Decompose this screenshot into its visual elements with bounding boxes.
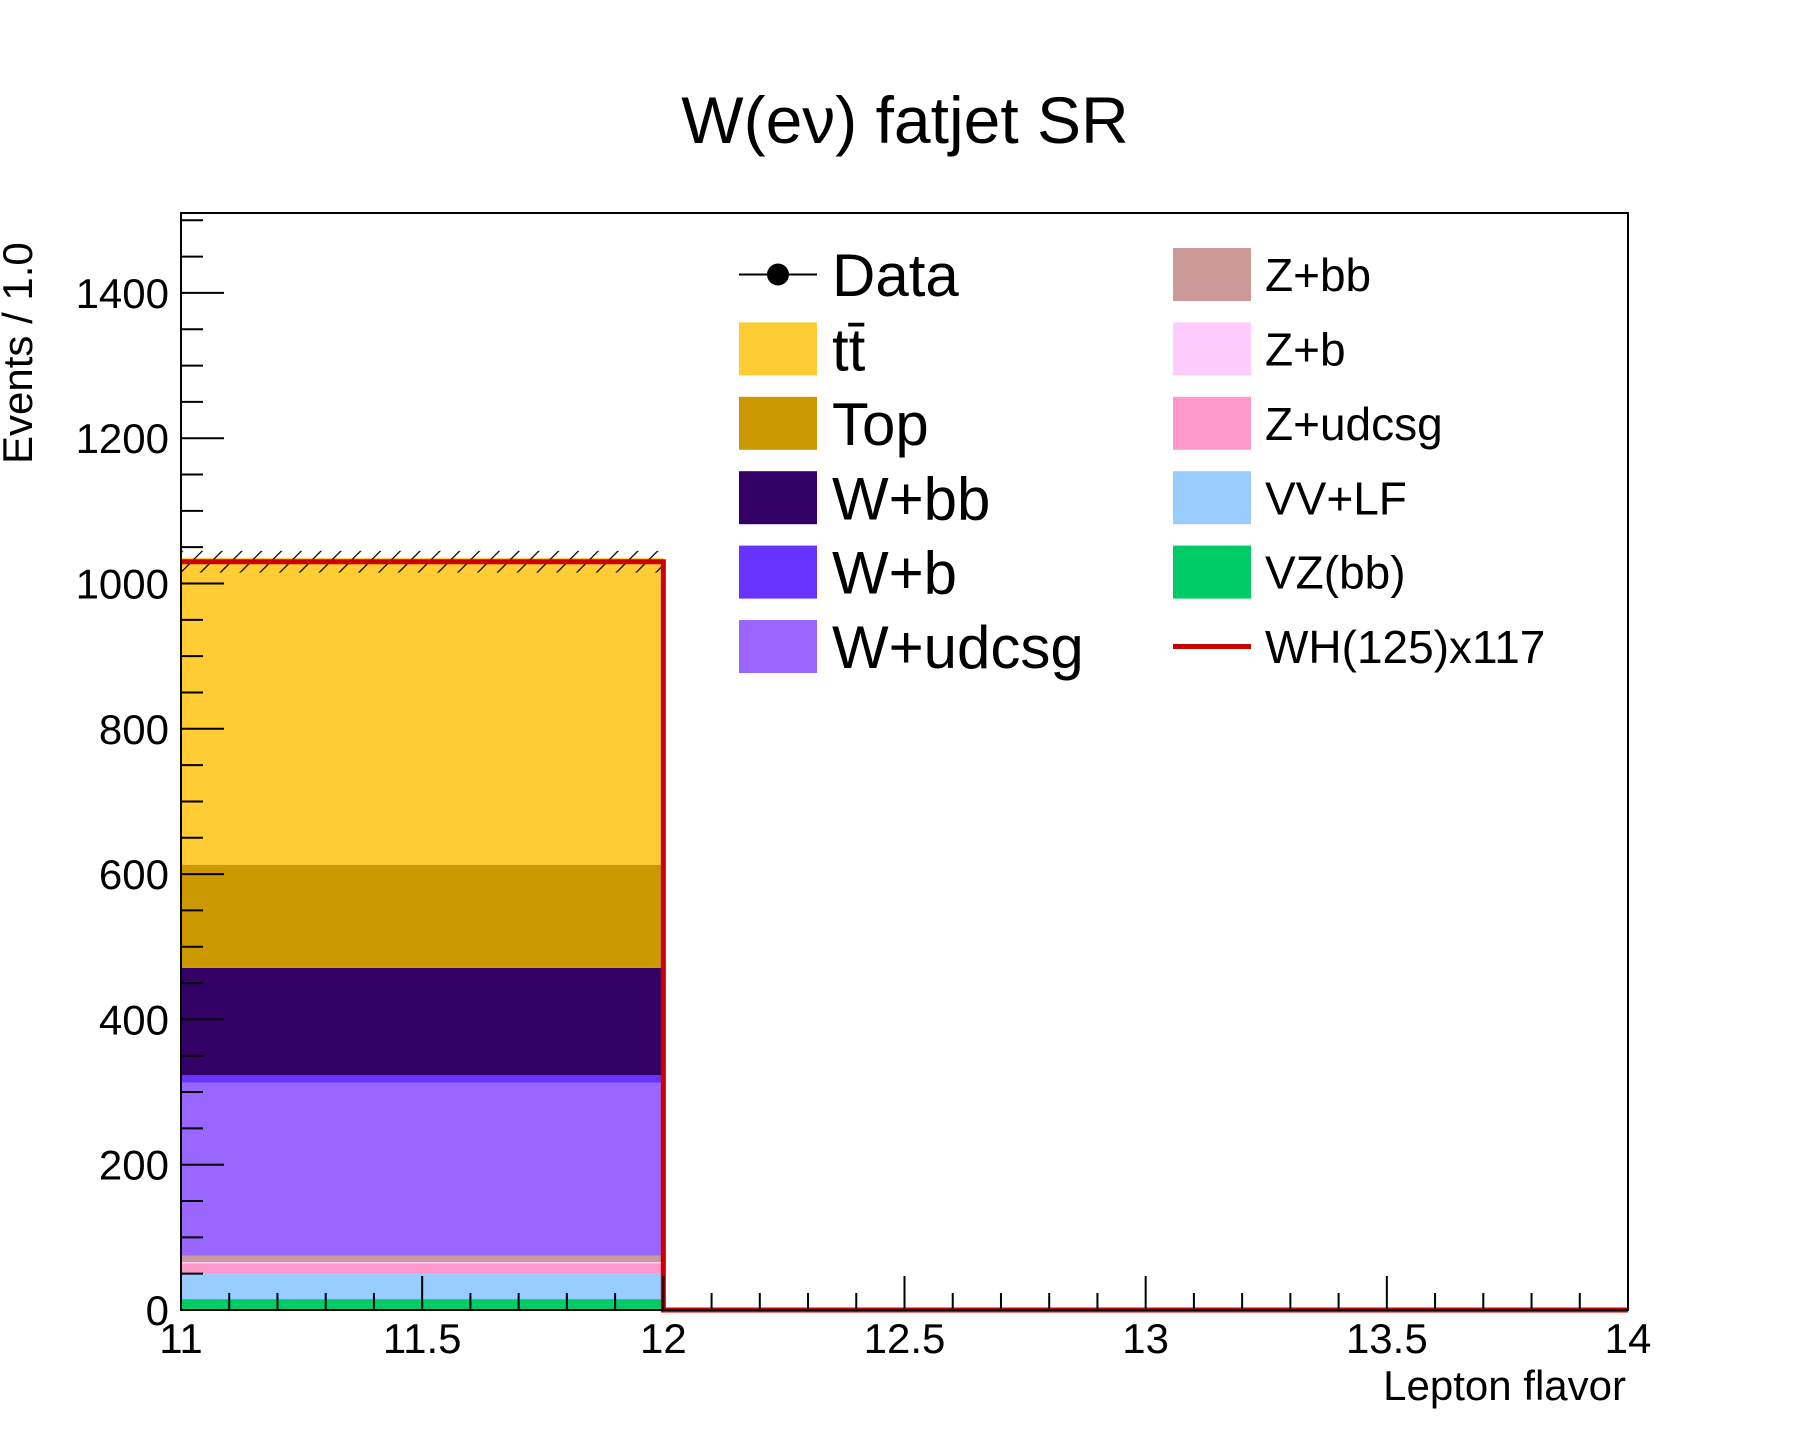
legend-left-top-label: Top <box>832 391 929 458</box>
x-tick-label: 13.5 <box>1346 1315 1428 1362</box>
stack-bar-w-udcsg <box>181 1082 664 1256</box>
y-tick-label: 200 <box>99 1142 169 1189</box>
legend-right-z-b-swatch <box>1173 322 1251 376</box>
legend-left-data-label: Data <box>832 242 959 309</box>
y-tick-label: 1400 <box>76 270 169 317</box>
stack-bar-tt <box>181 558 664 865</box>
x-axis: 11 11.5 12 12.5 13 13.5 14 <box>159 1276 1651 1362</box>
legend-right-z-b-label: Z+b <box>1265 323 1346 375</box>
legend-right-z-udcsg-label: Z+udcsg <box>1265 398 1443 450</box>
x-tick-label: 11 <box>159 1315 203 1362</box>
legend-right-vz-bb-label: VZ(bb) <box>1265 547 1406 599</box>
legend-right-z-bb-swatch <box>1173 248 1251 301</box>
legend-right-vz-bb-swatch <box>1173 545 1251 599</box>
stack-bar-w-b <box>181 1075 664 1083</box>
stack-bar-top <box>181 864 664 968</box>
legend-right-vv-lf-label: VV+LF <box>1265 472 1407 524</box>
legend-right-wh-125-x117-label: WH(125)x117 <box>1265 621 1545 673</box>
legend-left-tt-label: tt̄ <box>832 317 866 384</box>
legend-left-w-b-label: W+b <box>832 540 957 607</box>
y-tick-label: 400 <box>99 996 169 1043</box>
stacked-histogram <box>181 558 664 1310</box>
legend-left-w-b-swatch <box>739 545 817 599</box>
x-tick-label: 11.5 <box>383 1315 462 1362</box>
y-axis: 0 200 400 600 800 1000 1200 1400 <box>76 219 224 1334</box>
y-tick-label: 1000 <box>76 561 169 608</box>
y-axis-label: Events / 1.0 <box>0 242 41 464</box>
legend-left-w-udcsg-label: W+udcsg <box>832 614 1084 681</box>
y-tick-label: 600 <box>99 851 169 898</box>
legend-left-w-bb-swatch <box>739 471 817 525</box>
stack-bar-w-bb <box>181 967 664 1076</box>
legend-right-z-udcsg-swatch <box>1173 396 1251 450</box>
x-tick-label: 12.5 <box>864 1315 946 1362</box>
y-tick-label: 0 <box>146 1287 169 1334</box>
legend-right-vv-lf-swatch <box>1173 471 1251 525</box>
legend-left-data-marker <box>767 263 789 286</box>
x-axis-label: Lepton flavor <box>1383 1362 1626 1409</box>
chart-title: W(eν) fatjet SR <box>681 83 1128 157</box>
stack-bar-z-bb <box>181 1255 664 1263</box>
x-tick-label: 13 <box>1122 1315 1169 1362</box>
x-tick-label: 14 <box>1605 1315 1652 1362</box>
legend-left-w-udcsg-swatch <box>739 620 817 673</box>
legend-left-w-bb-label: W+bb <box>832 465 990 532</box>
legend-left-tt-swatch <box>739 322 817 376</box>
y-tick-label: 800 <box>99 706 169 753</box>
legend: Data tt̄ Top W+bb W+b W+udcsg Z+bb Z+b Z+udcsg VV… <box>739 242 1545 681</box>
stack-bar-z-udcsg <box>181 1263 664 1274</box>
legend-left-top-swatch <box>739 396 817 450</box>
stack-bar-z-b <box>181 1262 664 1264</box>
legend-right-z-bb-label: Z+bb <box>1265 249 1371 301</box>
x-tick-label: 12 <box>640 1315 687 1362</box>
y-tick-label: 1200 <box>76 415 169 462</box>
